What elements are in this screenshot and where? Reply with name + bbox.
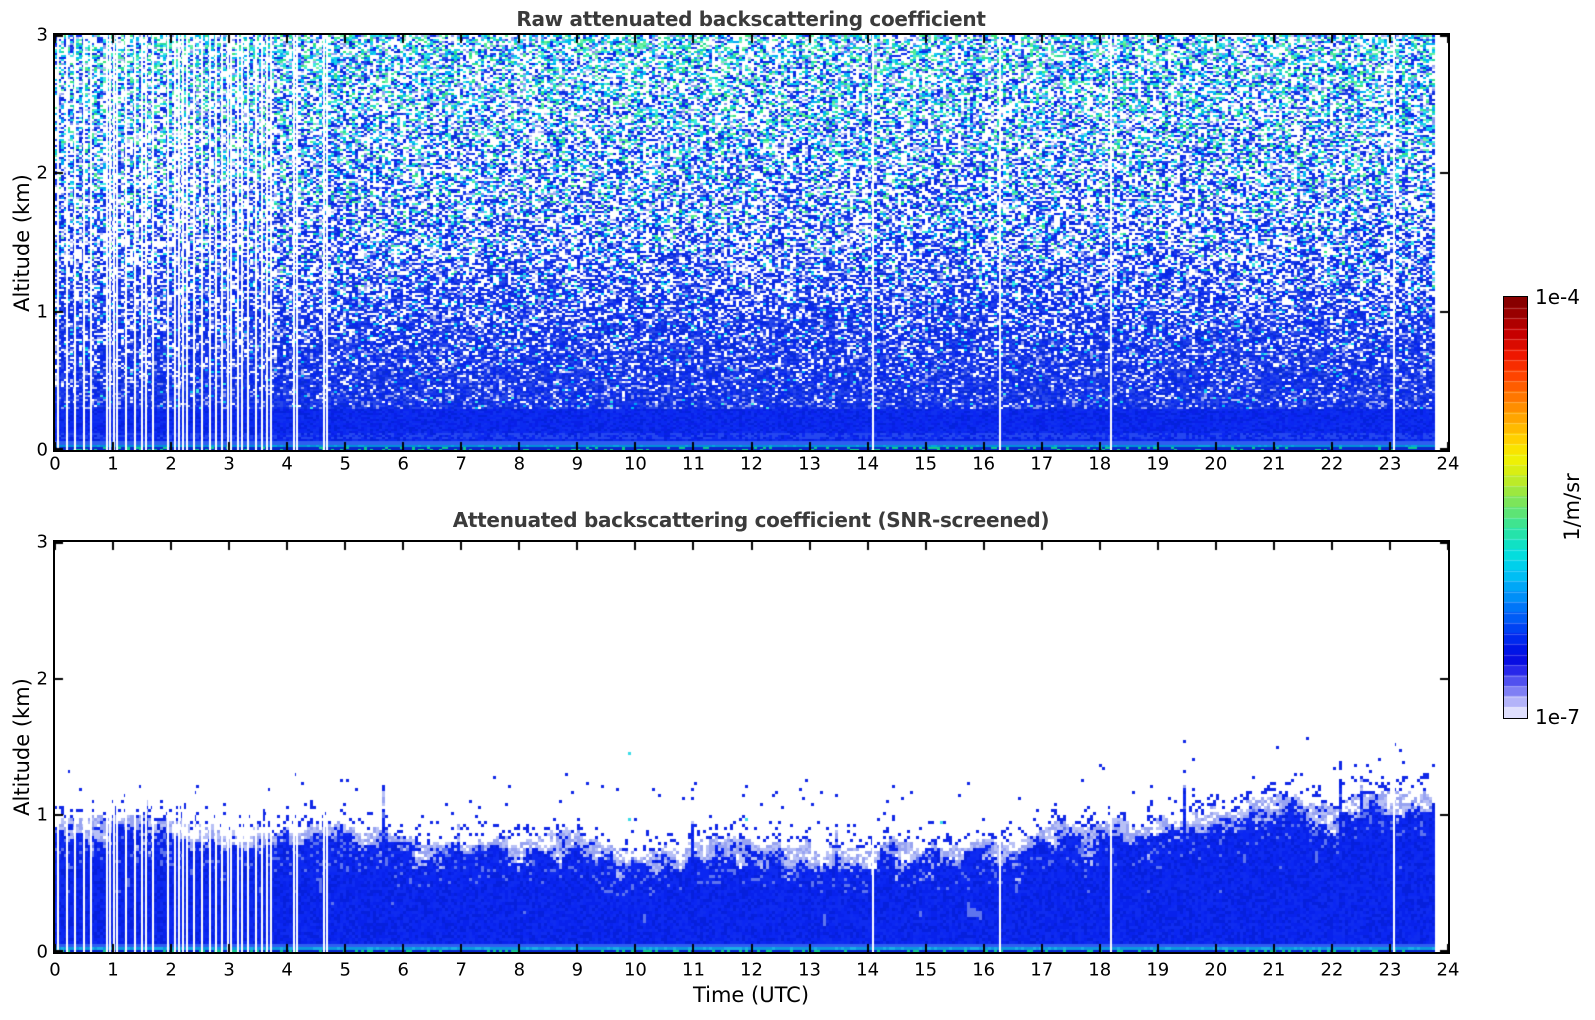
x-tick-label: 3: [223, 453, 235, 475]
x-tick-label: 2: [165, 453, 177, 475]
x-tick-label: 10: [623, 959, 647, 981]
x-tick-label: 4: [281, 453, 293, 475]
x-tick-label: 16: [972, 959, 996, 981]
time-axis-label: Time (UTC): [692, 983, 810, 1007]
x-tick-label: 23: [1378, 959, 1402, 981]
y-tick-label: 3: [36, 24, 48, 46]
x-tick-label: 17: [1030, 453, 1054, 475]
x-tick-label: 0: [49, 959, 61, 981]
colorbar-unit-label: 1/m/sr: [1560, 473, 1584, 541]
x-tick-label: 5: [339, 959, 351, 981]
x-tick-label: 8: [513, 959, 526, 981]
x-tick-label: 23: [1378, 453, 1402, 475]
x-tick-label: 15: [914, 959, 938, 981]
colorbar-max-label: 1e-4: [1535, 285, 1580, 309]
y-tick-label: 3: [36, 531, 48, 553]
x-tick-label: 7: [455, 453, 468, 475]
y-tick-label: 1: [36, 301, 48, 323]
x-tick-label: 13: [798, 959, 821, 981]
x-tick-label: 3: [223, 959, 235, 981]
y-tick-label: 2: [36, 162, 48, 184]
x-tick-label: 17: [1030, 959, 1054, 981]
raw-heatmap-canvas: [55, 35, 1448, 450]
x-tick-label: 19: [1146, 959, 1170, 981]
x-tick-label: 9: [571, 453, 584, 475]
x-tick-label: 22: [1320, 453, 1344, 475]
x-tick-label: 13: [798, 453, 821, 475]
x-tick-label: 18: [1088, 453, 1112, 475]
x-tick-label: 22: [1320, 959, 1344, 981]
colorbar: [1503, 296, 1528, 719]
colorbar-min-label: 1e-7: [1535, 705, 1580, 729]
x-tick-label: 0: [49, 453, 61, 475]
x-tick-label: 6: [397, 959, 409, 981]
x-tick-label: 8: [513, 453, 526, 475]
x-tick-label: 19: [1146, 453, 1170, 475]
raw-plot-area: [53, 33, 1450, 452]
y-tick-label: 0: [36, 941, 48, 963]
x-tick-label: 24: [1436, 959, 1460, 981]
screened-heatmap-canvas: [55, 542, 1448, 952]
x-tick-label: 14: [856, 453, 880, 475]
raw-y-axis-label: Altitude (km): [10, 174, 34, 312]
x-tick-label: 4: [281, 959, 293, 981]
screened-y-axis-label: Altitude (km): [10, 678, 34, 816]
x-tick-label: 2: [165, 959, 177, 981]
y-tick-label: 0: [36, 439, 48, 461]
x-tick-label: 20: [1204, 959, 1228, 981]
raw-chart-title: Raw attenuated backscattering coefficien…: [516, 7, 986, 31]
x-tick-label: 9: [571, 959, 584, 981]
x-tick-label: 18: [1088, 959, 1112, 981]
x-tick-label: 20: [1204, 453, 1228, 475]
x-tick-label: 24: [1436, 453, 1460, 475]
screened-chart-title: Attenuated backscattering coefficient (S…: [452, 508, 1050, 532]
x-tick-label: 21: [1262, 453, 1286, 475]
x-tick-label: 21: [1262, 959, 1286, 981]
colorbar-canvas: [1504, 297, 1527, 718]
y-tick-label: 1: [36, 804, 48, 826]
x-tick-label: 11: [682, 453, 705, 475]
x-tick-label: 12: [740, 959, 763, 981]
x-tick-label: 1: [107, 453, 119, 475]
screened-plot-area: [53, 540, 1450, 954]
x-tick-label: 14: [856, 959, 880, 981]
x-tick-label: 16: [972, 453, 996, 475]
y-tick-label: 2: [36, 668, 48, 690]
x-tick-label: 6: [397, 453, 409, 475]
x-tick-label: 1: [107, 959, 119, 981]
x-tick-label: 15: [914, 453, 938, 475]
x-tick-label: 12: [740, 453, 763, 475]
x-tick-label: 7: [455, 959, 468, 981]
x-tick-label: 5: [339, 453, 351, 475]
x-tick-label: 11: [682, 959, 705, 981]
x-tick-label: 10: [623, 453, 647, 475]
